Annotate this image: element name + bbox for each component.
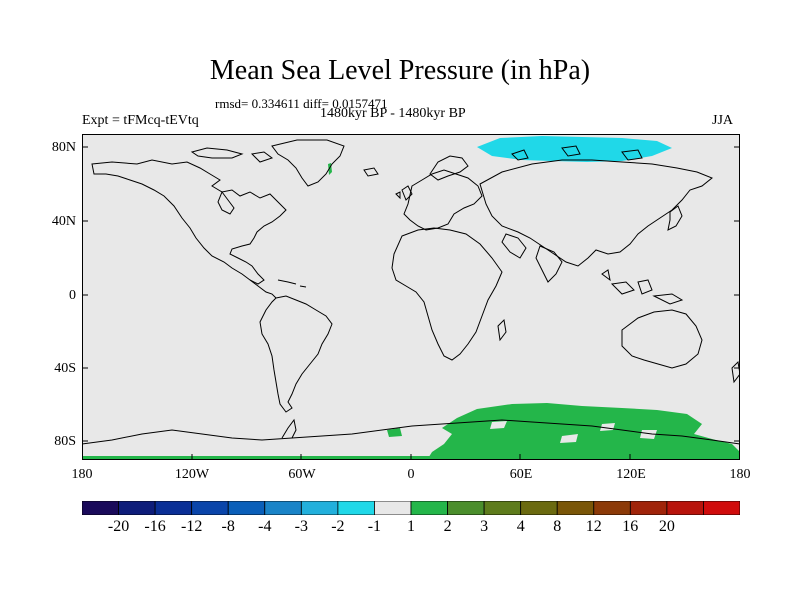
colorbar-label-9: 2: [443, 518, 452, 535]
colorbar-label-15: 20: [658, 518, 675, 535]
lat-label-80s: 80S: [54, 434, 76, 449]
colorbar-label-1: -16: [144, 518, 166, 535]
caribbean: [277, 279, 307, 288]
arctic-islands-eurasia: [511, 145, 643, 161]
colorbar-label-11: 4: [516, 518, 525, 535]
colorbar-swatch-10: [447, 501, 485, 515]
colorbar-swatch-11: [483, 501, 522, 515]
central-america: [249, 279, 277, 299]
africa-coast: [391, 227, 503, 361]
arctic-negative-anomaly: [477, 136, 672, 162]
colorbar-swatch-7: [337, 501, 375, 515]
lon-label-0: 0: [407, 467, 415, 482]
colorbar-swatch-4: [227, 501, 266, 515]
asia-coast: [479, 159, 713, 267]
arabian-peninsula: [501, 233, 527, 259]
arctic-islands-na: [190, 147, 274, 163]
southeast-asia-islands: [601, 269, 684, 305]
colorbar-label-8: 1: [407, 518, 415, 535]
colorbar-swatch-2: [154, 501, 193, 515]
lon-label-180w: 180: [71, 467, 93, 482]
madagascar: [497, 318, 507, 342]
lon-label-120e: 120E: [616, 467, 646, 482]
lat-label-40n: 40N: [51, 214, 76, 229]
lon-label-60w: 60W: [288, 467, 316, 482]
lat-label-0: 0: [69, 288, 76, 303]
season-label: JJA: [712, 113, 734, 128]
colorbar-label-14: 16: [622, 518, 639, 535]
colorbar: [82, 501, 740, 515]
north-america-coast: [91, 159, 287, 285]
colorbar-label-4: -4: [258, 518, 272, 535]
antarctica-coast: [82, 419, 740, 445]
anomaly-gap-1: [490, 421, 507, 429]
colorbar-swatch-9: [410, 501, 448, 515]
lat-label-40s: 40S: [54, 361, 76, 376]
lon-label-180e: 180: [729, 467, 751, 482]
anomaly-gap-3: [640, 430, 657, 439]
colorbar-label-10: 3: [480, 518, 489, 535]
colorbar-label-5: -3: [294, 518, 308, 535]
antarctic-positive-small: [387, 428, 402, 437]
colorbar-swatch-13: [556, 501, 595, 515]
colorbar-label-0: -20: [107, 518, 130, 535]
experiment-label: Expt = tFMcq-tEVtq: [82, 113, 199, 128]
australia-coast: [621, 309, 703, 369]
colorbar-label-6: -2: [331, 518, 345, 535]
scandinavia: [429, 155, 469, 181]
rmsd-diff-label: rmsd= 0.334611 diff= 0.0157471: [215, 96, 388, 111]
colorbar-label-7: -1: [367, 518, 382, 535]
colorbar-label-2: -12: [181, 518, 203, 535]
europe-coast: [403, 169, 483, 231]
colorbar-swatch-6: [300, 501, 339, 515]
lat-label-80n: 80N: [51, 140, 76, 155]
axis-ticks: [82, 146, 740, 460]
world-map: [82, 134, 740, 460]
coastlines: [82, 139, 740, 445]
colorbar-swatch-8: [374, 501, 412, 515]
south-america-coast: [259, 295, 333, 413]
greenland-coast: [271, 139, 345, 187]
time-period-label: 1480kyr BP - 1480kyr BP: [320, 106, 466, 121]
colorbar-swatch-15: [629, 501, 668, 515]
british-isles: [395, 185, 413, 201]
plot-title: Mean Sea Level Pressure (in hPa): [209, 55, 591, 86]
iceland: [363, 167, 379, 177]
lon-label-120w: 120W: [174, 467, 210, 482]
colorbar-swatch-14: [593, 501, 631, 515]
antarctic-peninsula: [281, 418, 297, 439]
anomaly-gap-2: [560, 434, 578, 443]
antarctic-positive-anomaly: [427, 403, 740, 460]
colorbar-swatch-5: [264, 501, 302, 515]
colorbar-label-12: 8: [553, 518, 562, 535]
new-zealand: [731, 360, 740, 384]
lon-label-60e: 60E: [509, 467, 533, 482]
japan: [667, 205, 683, 231]
colorbar-label-13: 12: [585, 518, 602, 535]
colorbar-swatch-0: [82, 501, 119, 515]
indian-subcontinent: [535, 245, 563, 283]
colorbar-swatch-1: [118, 501, 156, 515]
colorbar-swatch-3: [191, 501, 229, 515]
colorbar-swatch-12: [520, 501, 558, 515]
hudson-bay: [217, 190, 235, 215]
colorbar-swatch-17: [703, 501, 740, 515]
colorbar-label-3: -8: [221, 518, 235, 535]
colorbar-swatch-16: [666, 501, 704, 515]
